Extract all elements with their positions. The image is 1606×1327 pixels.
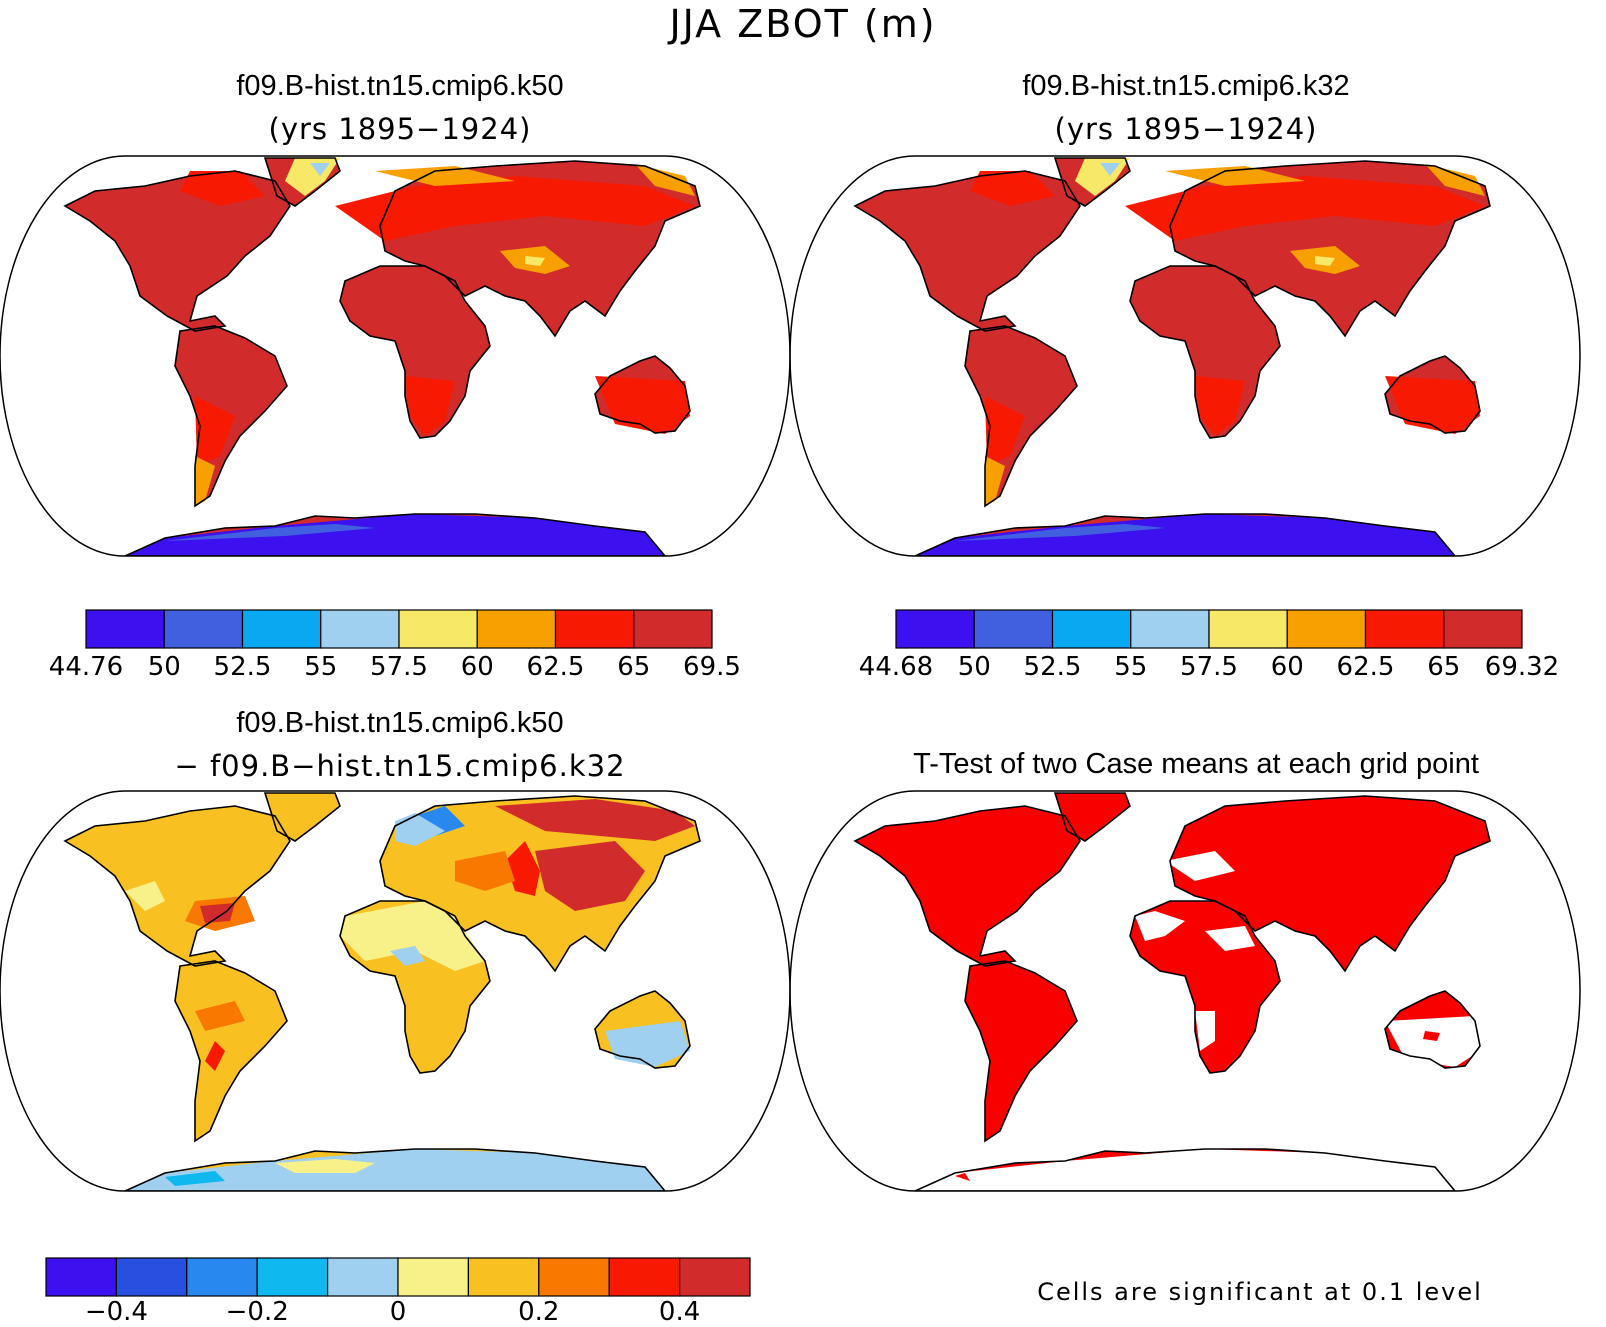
colorbar-box [85,609,165,649]
map-panel-difference [0,790,791,1192]
panel4-title: T-Test of two Case means at each grid po… [913,748,1479,780]
colorbar-box [45,1257,118,1297]
map-panel-case2 [789,155,1581,557]
colorbar-box [1443,609,1523,649]
panel2-title: f09.B-hist.tn15.cmip6.k32 [1022,70,1350,102]
colorbar-tick-label: 0.4 [658,1297,701,1327]
colorbar-tick-label: 0.2 [518,1297,560,1327]
colorbar-box [554,609,635,649]
colorbar-box [398,609,478,649]
panel2-years: (yrs 1895−1924) [1054,112,1318,146]
colorbar-tick-label: −0.4 [84,1297,148,1327]
colorbar-tick-label: −0.2 [225,1297,289,1327]
colorbar-box [327,1257,399,1297]
colorbar-box [115,1257,188,1297]
colorbar-difference [45,1257,751,1297]
colorbar-box [973,609,1054,649]
colorbar-box [467,1257,540,1297]
panel1-title: f09.B-hist.tn15.cmip6.k50 [236,70,564,102]
colorbar-tick-label: 65 [1427,652,1461,682]
figure-title: JJA ZBOT (m) [669,2,937,46]
colorbar-box [256,1257,329,1297]
colorbar-tick-label: 57.5 [1180,652,1238,682]
colorbar-case2 [895,609,1523,649]
colorbar-box [320,609,400,649]
colorbar-box [1051,609,1132,649]
colorbar-tick-label: 0 [389,1297,407,1327]
colorbar-tick-label: 50 [957,652,991,682]
map-panel-ttest [789,790,1581,1192]
colorbar-tick-label: 44.68 [858,652,934,682]
colorbar-box [241,609,322,649]
map-panel-case1 [0,155,791,557]
colorbar-case1 [85,609,713,649]
colorbar-box [186,1257,258,1297]
colorbar-box [1208,609,1288,649]
colorbar-tick-label: 65 [617,652,651,682]
colorbar-tick-label: 52.5 [213,652,272,682]
panel3-title-line1: f09.B-hist.tn15.cmip6.k50 [236,707,564,739]
colorbar-tick-label: 69.32 [1484,652,1560,682]
colorbar-box [397,1257,470,1297]
colorbar-tick-label: 60 [1270,652,1304,682]
colorbar-tick-label: 55 [1114,652,1148,682]
colorbar-box [163,609,244,649]
colorbar-box [678,1257,751,1297]
colorbar-box [1286,609,1367,649]
colorbar-tick-label: 62.5 [1336,652,1395,682]
colorbar-tick-label: 69.5 [683,652,741,682]
colorbar-box [895,609,975,649]
colorbar-tick-label: 52.5 [1023,652,1082,682]
colorbar-box [608,1257,681,1297]
colorbar-tick-label: 57.5 [370,652,428,682]
significance-note: Cells are significant at 0.1 level [1037,1278,1483,1306]
colorbar-tick-label: 50 [147,652,181,682]
colorbar-tick-label: 44.76 [48,652,124,682]
colorbar-tick-label: 55 [304,652,338,682]
panel1-years: (yrs 1895−1924) [268,112,532,146]
colorbar-tick-label: 60 [460,652,494,682]
colorbar-box [1364,609,1445,649]
colorbar-box [633,609,713,649]
colorbar-box [1130,609,1210,649]
colorbar-box [476,609,557,649]
colorbar-tick-label: 62.5 [526,652,585,682]
colorbar-box [538,1257,610,1297]
panel3-title-line2: − f09.B−hist.tn15.cmip6.k32 [174,749,626,783]
